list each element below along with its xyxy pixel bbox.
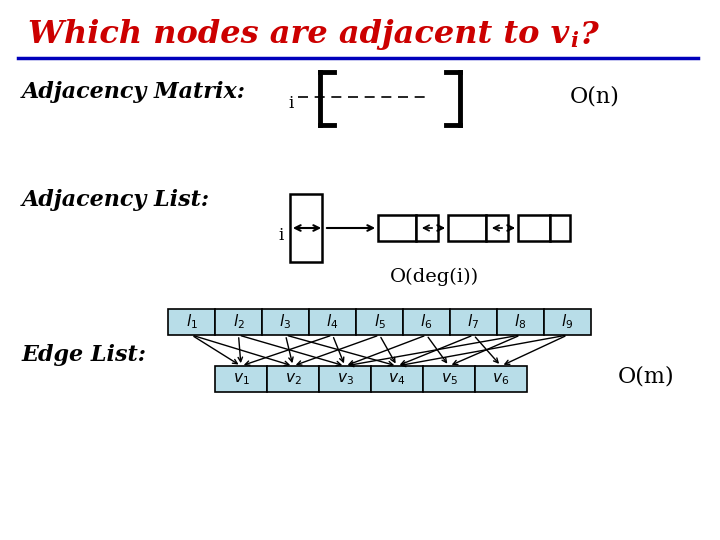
Text: Edge List:: Edge List: <box>22 344 147 366</box>
Bar <box>215 366 267 392</box>
Text: $l_8$: $l_8$ <box>514 313 526 332</box>
Bar <box>309 309 356 335</box>
Text: $l_1$: $l_1$ <box>186 313 197 332</box>
Text: O(deg(i)): O(deg(i)) <box>390 268 479 286</box>
Bar <box>215 309 262 335</box>
Text: O(n): O(n) <box>570 86 620 108</box>
Bar <box>475 366 527 392</box>
Bar <box>356 309 403 335</box>
Text: i: i <box>570 31 578 51</box>
Text: ?: ? <box>580 19 599 51</box>
Bar <box>290 194 322 262</box>
Bar <box>371 366 423 392</box>
Text: $v_3$: $v_3$ <box>336 371 354 387</box>
Text: $l_4$: $l_4$ <box>326 313 338 332</box>
Text: $v_6$: $v_6$ <box>492 371 510 387</box>
Bar <box>448 215 486 241</box>
Text: $l_6$: $l_6$ <box>420 313 433 332</box>
Bar <box>403 309 450 335</box>
Bar <box>168 309 215 335</box>
Bar <box>497 309 544 335</box>
Text: O(m): O(m) <box>618 366 675 388</box>
Bar <box>518 215 550 241</box>
Bar <box>262 309 309 335</box>
Bar <box>267 366 319 392</box>
Text: i: i <box>278 226 283 244</box>
Text: $l_2$: $l_2$ <box>233 313 245 332</box>
Text: Which nodes are adjacent to v: Which nodes are adjacent to v <box>28 19 570 51</box>
Text: Adjacency Matrix:: Adjacency Matrix: <box>22 81 246 103</box>
Bar <box>319 366 371 392</box>
Bar <box>378 215 416 241</box>
Text: $v_1$: $v_1$ <box>233 371 249 387</box>
Text: Adjacency List:: Adjacency List: <box>22 189 210 211</box>
Text: $l_3$: $l_3$ <box>279 313 292 332</box>
Text: $l_7$: $l_7$ <box>467 313 480 332</box>
Text: $l_9$: $l_9$ <box>562 313 574 332</box>
Bar <box>550 215 570 241</box>
Bar <box>544 309 591 335</box>
Bar <box>423 366 475 392</box>
Bar <box>486 215 508 241</box>
Text: $v_2$: $v_2$ <box>284 371 302 387</box>
Bar <box>450 309 497 335</box>
Text: $v_4$: $v_4$ <box>388 371 405 387</box>
Text: i: i <box>288 96 293 112</box>
Bar <box>416 215 438 241</box>
Text: $l_5$: $l_5$ <box>374 313 385 332</box>
Text: $v_5$: $v_5$ <box>441 371 457 387</box>
